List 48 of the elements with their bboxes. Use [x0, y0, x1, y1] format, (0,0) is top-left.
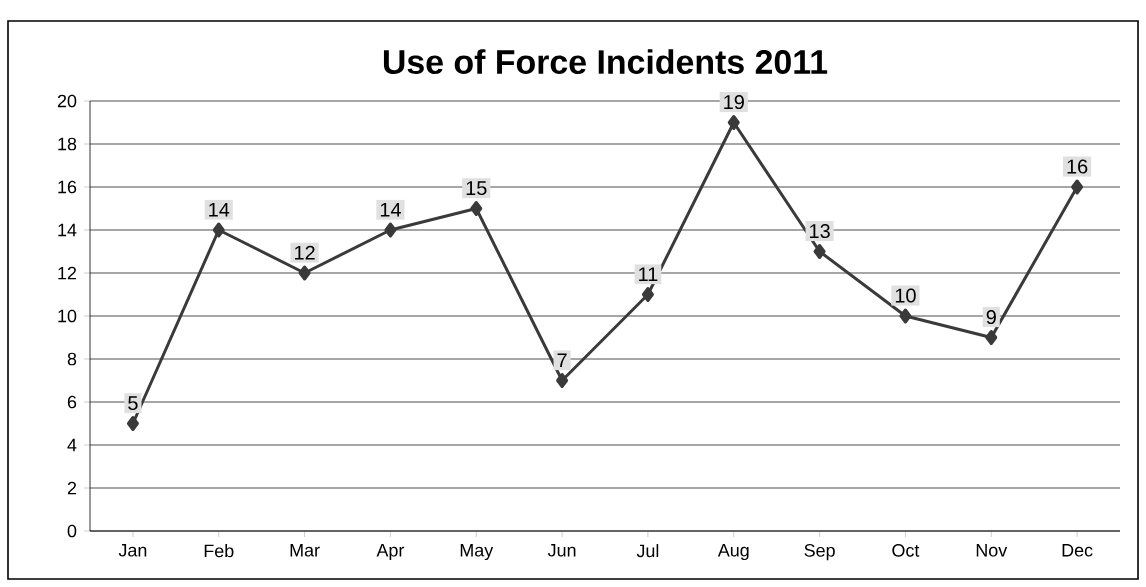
data-label: 15: [466, 181, 487, 196]
data-label: 5: [128, 396, 138, 411]
data-label: 11: [639, 267, 658, 282]
y-tick-label: 10: [58, 309, 77, 323]
x-tick-label: Nov: [976, 544, 1008, 557]
data-label: 10: [895, 288, 916, 303]
y-tick-label: 6: [67, 395, 77, 409]
x-tick-label: Jun: [547, 544, 576, 557]
x-tick-label: Oct: [892, 544, 920, 557]
data-label: 14: [209, 202, 230, 217]
y-tick-label: 20: [57, 94, 77, 108]
x-tick-label: Dec: [1062, 544, 1093, 557]
x-tick-label: Aug: [717, 544, 749, 561]
point: [212, 222, 225, 238]
data-label: 13: [810, 224, 830, 239]
x-tick-label: Sep: [804, 544, 835, 561]
x-tick-label: Jan: [118, 544, 147, 557]
point: [727, 115, 740, 130]
data-label: 14: [380, 202, 401, 217]
point: [384, 222, 397, 238]
x-tick-label: Feb: [204, 544, 234, 558]
y-tick-label: 16: [58, 180, 77, 194]
data-label: 7: [557, 353, 567, 368]
point: [126, 416, 139, 431]
point: [470, 201, 483, 216]
chart-title: Use of Force Incidents 2011: [383, 49, 828, 75]
x-tick-label: May: [460, 544, 494, 561]
x-tick-label: Mar: [290, 544, 320, 557]
data-label: 12: [295, 245, 315, 260]
y-tick-label: 8: [67, 352, 77, 366]
data-label: 19: [724, 95, 744, 110]
point: [556, 373, 569, 388]
y-tick-label: 4: [67, 438, 77, 452]
x-tick-label: Apr: [376, 544, 405, 561]
x-tick-label: Jul: [636, 544, 659, 558]
point: [985, 330, 998, 345]
point: [899, 308, 912, 324]
data-label: 9: [986, 310, 996, 325]
point: [1071, 179, 1084, 195]
y-tick-label: 14: [58, 223, 77, 237]
y-tick-label: 18: [58, 137, 77, 151]
point: [641, 287, 654, 302]
y-tick-label: 12: [58, 266, 77, 280]
y-tick-label: 0: [67, 524, 77, 538]
data-label: 16: [1067, 159, 1088, 174]
point: [813, 244, 826, 259]
y-tick-label: 2: [67, 481, 77, 495]
point: [298, 265, 311, 281]
